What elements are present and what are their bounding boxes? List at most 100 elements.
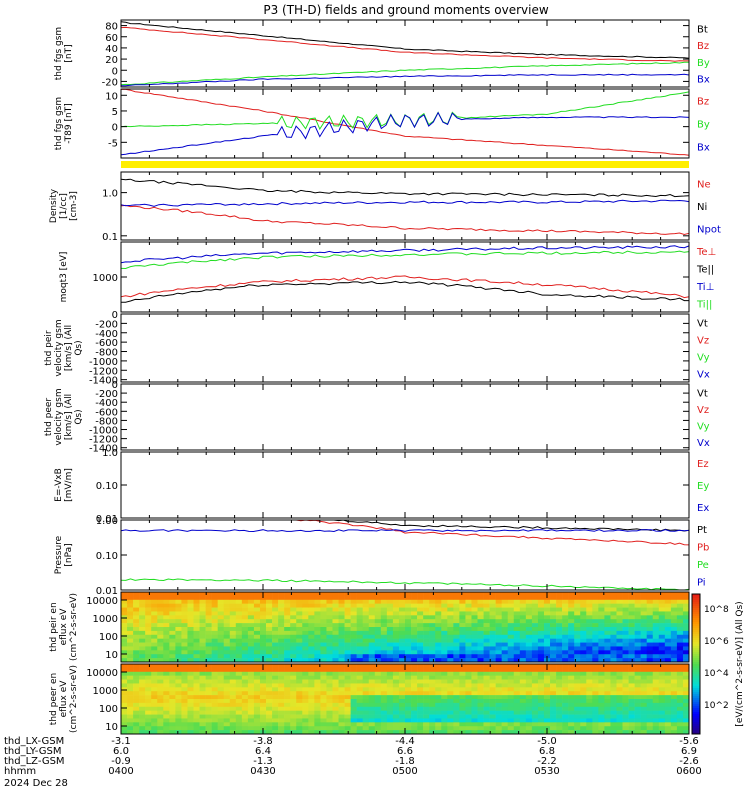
heatmap-cell [278,702,285,708]
heatmap-cell [211,702,218,708]
heatmap-cell [217,599,225,604]
heatmap-cell [272,623,279,628]
heatmap-cell [284,702,291,708]
heatmap-cell [211,718,218,723]
heatmap-cell [302,667,309,673]
heatmap-cell [652,627,660,632]
heatmap-cell [562,722,569,727]
heatmap-cell [411,710,418,715]
y-tick-label: 5 [112,107,118,118]
heatmap-cell [640,679,648,684]
heatmap-cell [175,607,182,612]
heatmap-cell [392,654,400,659]
heatmap-cell [652,642,660,647]
heatmap-cell [658,638,666,643]
heatmap-cell [139,718,146,723]
heatmap-cell [574,730,581,735]
heatmap-cell [362,687,370,692]
heatmap-cell [429,671,436,676]
heatmap-cell [223,687,231,692]
heatmap-cell [556,687,563,692]
heatmap-cell [290,650,297,655]
heatmap-cell [507,679,515,684]
heatmap-cell [169,611,176,616]
heatmap-cell [278,658,285,663]
heatmap-cell [332,607,339,612]
y-axis-label: E=-VxB [54,468,64,502]
heatmap-cell [634,667,641,673]
heatmap-cell [253,630,261,636]
heatmap-cell [326,667,333,673]
heatmap-cell [435,650,442,655]
heatmap-cell [320,683,327,688]
heatmap-cell [350,615,357,620]
heatmap-cell [151,718,158,723]
heatmap-cell [652,675,660,680]
heatmap-cell [471,683,478,688]
y-tick-label: 100 [99,632,118,643]
heatmap-cell [459,599,466,604]
heatmap-cell [586,619,593,624]
heatmap-cell [175,718,182,723]
heatmap-cell [550,714,557,719]
heatmap-cell [568,675,575,680]
heatmap-cell [562,603,569,608]
heatmap-cell [610,619,617,624]
heatmap-cell [314,691,321,696]
heatmap-cell [145,687,152,692]
heatmap-cell [604,627,611,632]
colorbar-segment [692,614,700,617]
heatmap-cell [380,722,388,727]
heatmap-cell [344,607,351,612]
heatmap-cell [308,675,315,680]
heatmap-cell [429,726,436,731]
heatmap-cell [531,627,539,632]
heatmap-cell [386,679,394,684]
heatmap-cell [676,710,684,715]
series-line-te [121,280,689,303]
heatmap-cell [133,603,140,608]
heatmap-cell [525,619,533,624]
heatmap-cell [519,691,527,696]
heatmap-cell [284,623,291,628]
heatmap-cell [121,615,128,620]
heatmap-cell [145,695,152,700]
heatmap-cell [380,619,388,624]
heatmap-cell [266,658,273,663]
heatmap-cell [290,667,297,673]
heatmap-cell [465,658,472,663]
heatmap-cell [525,664,533,669]
heatmap-cell [145,664,152,669]
heatmap-cell [616,623,623,628]
heatmap-cell [350,595,357,601]
heatmap-cell [235,623,243,628]
heatmap-cell [435,722,442,727]
heatmap-cell [417,615,424,620]
heatmap-cell [181,683,188,688]
heatmap-cell [350,687,357,692]
heatmap-cell [574,683,581,688]
heatmap-cell [308,634,315,639]
heatmap-cell [574,592,581,597]
heatmap-cell [598,695,605,700]
heatmap-cell [580,623,587,628]
heatmap-cell [139,675,146,680]
heatmap-cell [296,702,303,708]
heatmap-cell [193,646,200,651]
heatmap-cell [459,702,466,708]
heatmap-cell [296,718,303,723]
heatmap-cell [296,695,303,700]
heatmap-cell [157,607,164,612]
heatmap-cell [556,683,563,688]
heatmap-cell [181,718,188,723]
series-line-by [120,61,690,86]
heatmap-cell [205,646,212,651]
heatmap-cell [169,627,176,632]
heatmap-cell [314,619,321,624]
heatmap-cell [193,638,200,643]
heatmap-cell [398,627,406,632]
heatmap-cell [266,611,273,616]
heatmap-cell [459,718,466,723]
heatmap-cell [471,726,478,731]
heatmap-cell [598,634,605,639]
